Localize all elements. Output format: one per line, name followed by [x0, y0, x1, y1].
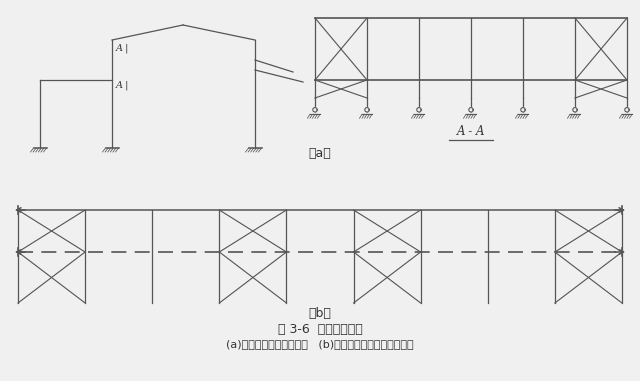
Text: A - A: A - A — [457, 125, 485, 138]
Text: 图 3-6  多层柱间支撑: 图 3-6 多层柱间支撑 — [278, 323, 362, 336]
Text: （b）: （b） — [308, 307, 332, 320]
Polygon shape — [313, 107, 317, 112]
Polygon shape — [573, 107, 577, 112]
Text: （a）: （a） — [308, 147, 332, 160]
Text: A |: A | — [116, 80, 129, 90]
Polygon shape — [365, 107, 369, 112]
Text: (a)高低跨时柱间支撑布置   (b)带吊车的厂房柱间支撑布置: (a)高低跨时柱间支撑布置 (b)带吊车的厂房柱间支撑布置 — [226, 339, 414, 349]
Polygon shape — [417, 107, 421, 112]
Text: A |: A | — [116, 43, 129, 53]
Polygon shape — [469, 107, 473, 112]
Polygon shape — [521, 107, 525, 112]
Polygon shape — [625, 107, 629, 112]
